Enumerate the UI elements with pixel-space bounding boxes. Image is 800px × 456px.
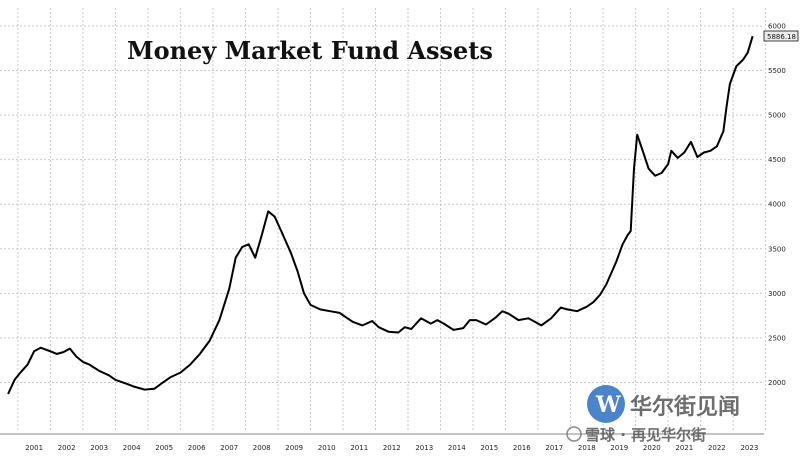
y-tick-label: 5000 [768,112,786,120]
y-tick-label: 4000 [768,201,786,209]
watermark: W 华尔街见闻 雪球 · 再见华尔街 [566,385,740,444]
x-tick-label: 2005 [155,444,173,452]
x-tick-label: 2002 [58,444,76,452]
x-tick-label: 2019 [610,444,628,452]
y-tick-label: 6000 [768,23,786,31]
x-tick-label: 2022 [708,444,726,452]
y-tick-label: 3000 [768,290,786,298]
x-tick-label: 2018 [578,444,596,452]
y-tick-label: 4500 [768,156,786,164]
last-value-text: 5886.18 [767,33,796,41]
last-value-box [763,30,799,42]
x-tick-label: 2016 [513,444,531,452]
x-tick-label: 2009 [285,444,303,452]
watermark-logo-icon [587,385,625,423]
x-tick-label: 2017 [545,444,563,452]
x-tick-label: 2010 [318,444,336,452]
x-tick-label: 2013 [415,444,433,452]
last-value-label: 5886.18 [763,30,799,42]
x-tick-label: 2006 [188,444,206,452]
x-tick-label: 2001 [25,444,43,452]
y-axis: 2000 2500 3000 3500 4000 4500 5000 5500 6000 [768,23,786,387]
x-tick-label: 2023 [740,444,758,452]
x-tick-label: 2011 [350,444,368,452]
grid-layer [0,8,767,435]
watermark-credit: 雪球 · 再见华尔街 [585,426,706,444]
x-tick-label: 2004 [123,444,141,452]
x-tick-label: 2008 [253,444,271,452]
y-tick-label: 5500 [768,67,786,75]
chart-title: Money Market Fund Assets [127,36,493,65]
x-tick-label: 2007 [220,444,238,452]
x-tick-label: 2003 [90,444,108,452]
y-tick-label: 2500 [768,334,786,342]
watermark-brand: 华尔街见闻 [630,394,740,420]
series-layer [7,35,754,395]
x-tick-label: 2012 [383,444,401,452]
x-tick-label: 2020 [643,444,661,452]
x-tick-label: 2021 [675,444,693,452]
y-tick-label: 3500 [768,245,786,253]
series-line [7,35,754,395]
x-tick-label: 2014 [448,444,466,452]
x-axis: 2001 2002 2003 2004 2005 2006 2007 2008 2009 2010… [25,444,758,452]
watermark-logo-letter: W [595,392,621,418]
snowball-icon [566,426,582,442]
y-tick-label: 2000 [768,379,786,387]
x-tick-label: 2015 [480,444,498,452]
